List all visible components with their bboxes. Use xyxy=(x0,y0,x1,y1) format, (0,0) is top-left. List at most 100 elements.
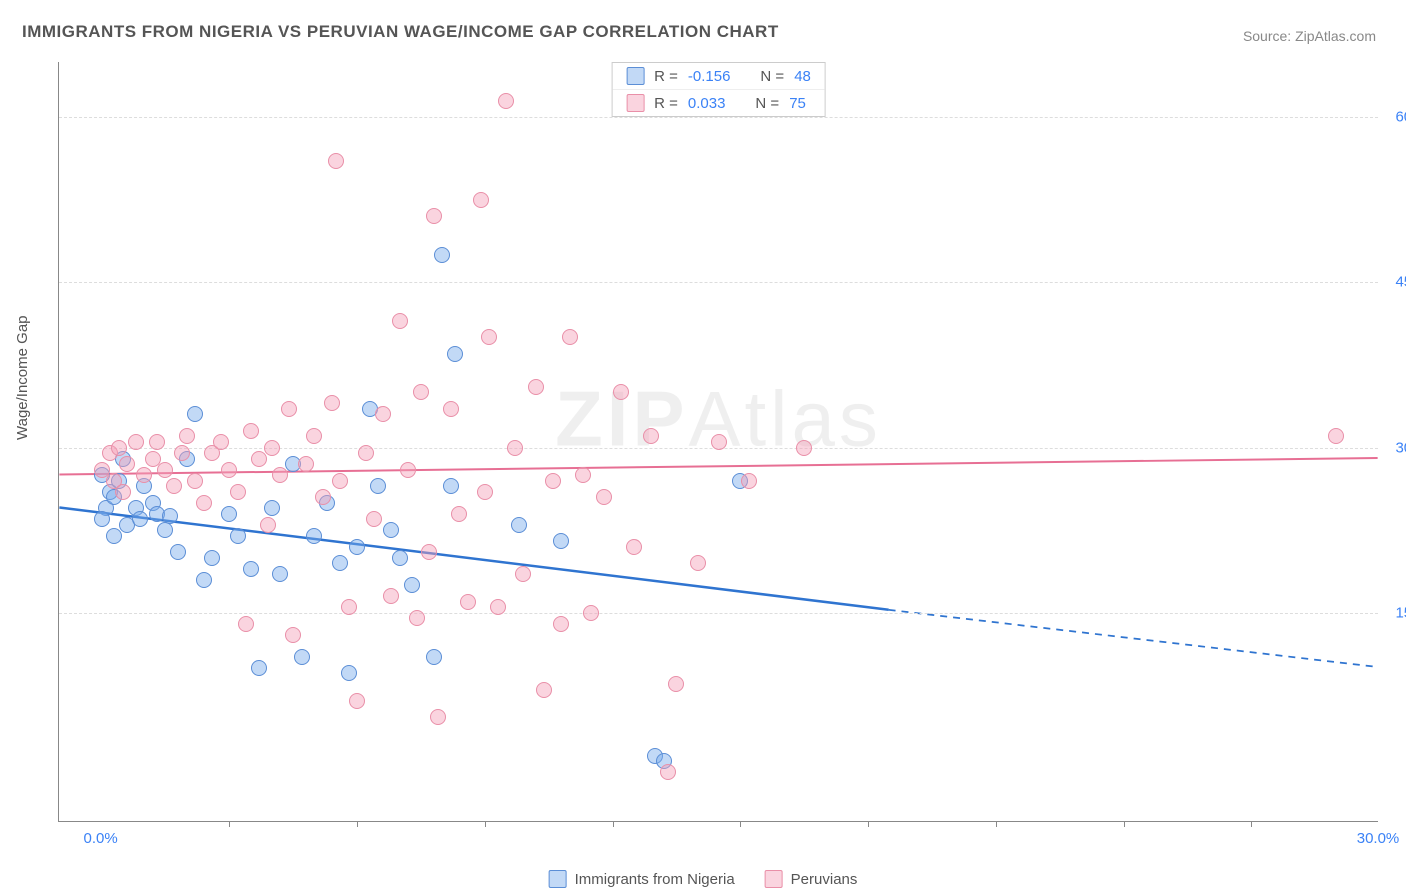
legend-row-series-1: R = 0.033 N = 75 xyxy=(612,89,825,116)
x-tick xyxy=(996,821,997,827)
data-point xyxy=(128,434,144,450)
data-point xyxy=(349,693,365,709)
data-point xyxy=(366,511,382,527)
chart-title: IMMIGRANTS FROM NIGERIA VS PERUVIAN WAGE… xyxy=(22,22,779,42)
x-tick xyxy=(357,821,358,827)
data-point xyxy=(443,478,459,494)
legend-N-label-0: N = xyxy=(760,68,784,85)
data-point xyxy=(272,467,288,483)
legend-row-series-0: R = -0.156 N = 48 xyxy=(612,63,825,89)
data-point xyxy=(477,484,493,500)
data-point xyxy=(272,566,288,582)
data-point xyxy=(136,467,152,483)
data-point xyxy=(515,566,531,582)
data-point xyxy=(149,434,165,450)
gridline xyxy=(59,282,1378,283)
y-tick-label: 45.0% xyxy=(1383,274,1406,291)
data-point xyxy=(370,478,386,494)
data-point xyxy=(230,528,246,544)
x-tick xyxy=(485,821,486,827)
y-tick-label: 30.0% xyxy=(1383,439,1406,456)
data-point xyxy=(315,489,331,505)
data-point xyxy=(264,440,280,456)
data-point xyxy=(157,462,173,478)
data-point xyxy=(162,508,178,524)
gridline xyxy=(59,117,1378,118)
data-point xyxy=(383,522,399,538)
data-point xyxy=(451,506,467,522)
data-point xyxy=(473,192,489,208)
data-point xyxy=(553,616,569,632)
x-tick xyxy=(1124,821,1125,827)
legend-R-value-0: -0.156 xyxy=(688,68,731,85)
data-point xyxy=(711,434,727,450)
legend-bottom-swatch-1 xyxy=(765,870,783,888)
legend-bottom-label-0: Immigrants from Nigeria xyxy=(575,871,735,888)
y-axis-title: Wage/Income Gap xyxy=(14,315,31,440)
source-label: Source: ZipAtlas.com xyxy=(1243,28,1376,44)
data-point xyxy=(230,484,246,500)
data-point xyxy=(528,379,544,395)
x-tick xyxy=(229,821,230,827)
data-point xyxy=(196,495,212,511)
x-tick xyxy=(1251,821,1252,827)
data-point xyxy=(170,544,186,560)
data-point xyxy=(243,561,259,577)
data-point xyxy=(796,440,812,456)
data-point xyxy=(94,511,110,527)
data-point xyxy=(166,478,182,494)
data-point xyxy=(741,473,757,489)
data-point xyxy=(383,588,399,604)
x-tick-label: 0.0% xyxy=(83,830,117,847)
y-tick-label: 15.0% xyxy=(1383,604,1406,621)
x-tick xyxy=(868,821,869,827)
legend-N-value-0: 48 xyxy=(794,68,811,85)
data-point xyxy=(243,423,259,439)
data-point xyxy=(187,406,203,422)
data-point xyxy=(404,577,420,593)
data-point xyxy=(668,676,684,692)
data-point xyxy=(511,517,527,533)
data-point xyxy=(204,550,220,566)
data-point xyxy=(264,500,280,516)
data-point xyxy=(545,473,561,489)
data-point xyxy=(281,401,297,417)
data-point xyxy=(196,572,212,588)
data-point xyxy=(536,682,552,698)
data-point xyxy=(221,506,237,522)
data-point xyxy=(132,511,148,527)
data-point xyxy=(490,599,506,615)
data-point xyxy=(430,709,446,725)
data-point xyxy=(221,462,237,478)
data-point xyxy=(341,665,357,681)
data-point xyxy=(392,313,408,329)
data-point xyxy=(400,462,416,478)
data-point xyxy=(596,489,612,505)
legend-N-label-1: N = xyxy=(755,95,779,112)
data-point xyxy=(187,473,203,489)
data-point xyxy=(643,428,659,444)
y-tick-label: 60.0% xyxy=(1383,109,1406,126)
legend-R-value-1: 0.033 xyxy=(688,95,726,112)
legend-bottom-item-1: Peruvians xyxy=(765,870,858,888)
data-point xyxy=(375,406,391,422)
data-point xyxy=(660,764,676,780)
chart-plot-area: ZIPAtlas R = -0.156 N = 48 R = 0.033 N =… xyxy=(58,62,1378,822)
data-point xyxy=(413,384,429,400)
data-point xyxy=(460,594,476,610)
x-tick-label: 30.0% xyxy=(1357,830,1400,847)
legend-bottom-label-1: Peruvians xyxy=(791,871,858,888)
data-point xyxy=(306,528,322,544)
data-point xyxy=(1328,428,1344,444)
legend-swatch-1 xyxy=(626,94,644,112)
trend-line-solid xyxy=(59,508,888,610)
legend-R-label-1: R = xyxy=(654,95,678,112)
data-point xyxy=(583,605,599,621)
data-point xyxy=(481,329,497,345)
legend-R-label-0: R = xyxy=(654,68,678,85)
legend-bottom: Immigrants from Nigeria Peruvians xyxy=(549,870,858,888)
data-point xyxy=(251,660,267,676)
data-point xyxy=(349,539,365,555)
data-point xyxy=(298,456,314,472)
data-point xyxy=(613,384,629,400)
